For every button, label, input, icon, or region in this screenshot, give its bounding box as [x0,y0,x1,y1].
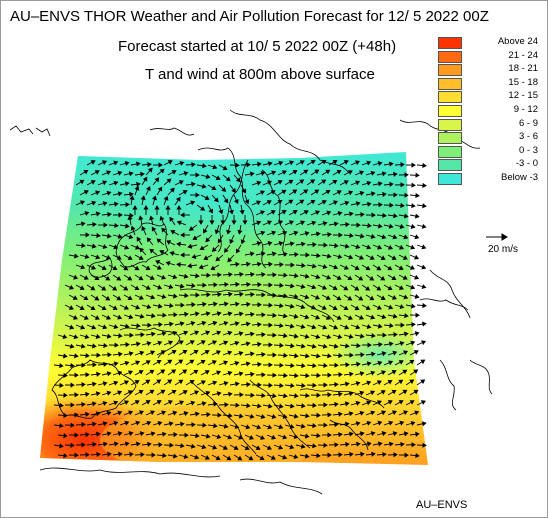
legend-swatch [438,91,462,104]
legend-item: 3 - 6 [438,131,548,145]
legend-swatch [438,145,462,158]
legend-item: 9 - 12 [438,104,548,117]
legend-item: -3 - 0 [438,158,548,172]
field-description: T and wind at 800m above surface [145,66,375,83]
legend-label: 21 - 24 [508,49,538,61]
legend-label: Above 24 [497,36,538,47]
legend-item: 12 - 15 [438,90,548,104]
wind-vectors [53,159,427,461]
forecast-start-label: Forecast started at 10/ 5 2022 00Z (+48h… [118,38,397,55]
legend-label: -3 - 0 [515,158,538,170]
legend-swatch [438,105,462,117]
wind-scale-label: 20 m/s [488,244,519,255]
coastlines [9,109,493,495]
legend-item: Below -3 [438,172,548,185]
legend-swatch [438,37,462,49]
legend-label: 6 - 9 [518,117,538,129]
credit-label: AU–ENVS [416,499,468,511]
legend-swatch [438,118,462,131]
legend-label: 0 - 3 [518,144,538,156]
legend-item: 21 - 24 [438,49,548,63]
legend-swatch [438,132,462,145]
legend-label: 15 - 18 [508,76,538,88]
legend-item: 15 - 18 [438,76,548,90]
legend-item: 6 - 9 [438,117,548,131]
map-title: AU–ENVS THOR Weather and Air Pollution F… [10,8,489,25]
legend-swatch [438,173,462,185]
legend-label: 3 - 6 [518,131,538,143]
legend-swatch [438,77,462,90]
legend-swatch [438,159,462,172]
legend-item: Above 24 [438,36,548,49]
wind-scale-arrow [486,233,508,241]
legend-item: 0 - 3 [438,144,548,158]
legend-label: 12 - 15 [508,90,538,102]
legend-swatch [438,64,462,77]
legend-label: 9 - 12 [513,104,538,115]
legend-item: 18 - 21 [438,63,548,77]
legend-swatch [438,50,462,63]
legend-label: Below -3 [501,172,538,183]
legend-label: 18 - 21 [508,63,538,75]
